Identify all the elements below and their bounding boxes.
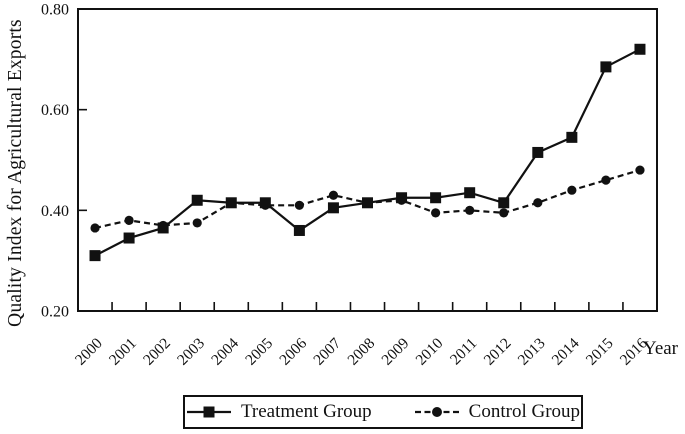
x-tick-label: 2000 (72, 335, 106, 369)
y-tick-label: 0.40 (41, 203, 69, 220)
data-point-square (89, 250, 101, 262)
data-point-square (566, 131, 578, 143)
treatment-group-line-square-icon (186, 406, 231, 418)
data-point-circle (567, 185, 577, 195)
y-tick-label: 0.60 (41, 102, 69, 119)
x-tick-label: 2001 (106, 335, 140, 369)
data-point-circle (601, 175, 611, 185)
data-point-square (123, 232, 135, 244)
data-point-square (430, 192, 442, 204)
x-tick-label: 2010 (413, 335, 447, 369)
x-tick-label: 2004 (208, 335, 242, 369)
data-point-square (225, 197, 237, 209)
data-point-square (327, 202, 339, 214)
x-tick-label: 2003 (174, 335, 208, 369)
legend-item-treatment-group: Treatment Group (186, 401, 372, 423)
data-point-square (634, 43, 646, 55)
data-point-circle (635, 165, 645, 175)
legend: Treatment Group Control Group (183, 395, 583, 429)
data-point-circle (499, 208, 509, 218)
data-point-circle (294, 200, 304, 210)
data-point-square (191, 194, 203, 206)
data-point-circle (328, 190, 339, 200)
data-point-circle (533, 198, 543, 208)
control-group-line-circle-icon (414, 407, 459, 417)
x-tick-label: 2008 (344, 335, 378, 369)
data-point-square (362, 197, 373, 209)
y-tick-label: 0.80 (41, 2, 69, 19)
data-point-square (157, 222, 169, 234)
data-point-square (396, 192, 408, 204)
data-point-square (532, 146, 544, 158)
x-tick-label: 2002 (140, 335, 174, 369)
data-point-square (600, 61, 612, 73)
y-tick-label: 0.20 (41, 304, 69, 321)
x-tick-label: 2014 (549, 335, 583, 369)
x-tick-label: 2006 (276, 335, 310, 369)
data-point-circle (192, 218, 202, 228)
data-point-square (293, 224, 305, 236)
x-tick-label: 2011 (447, 335, 481, 369)
x-tick-label: 2015 (583, 335, 617, 369)
x-tick-label: 2005 (242, 335, 276, 369)
plot-border (77, 8, 658, 312)
x-tick-label: 2007 (310, 335, 344, 369)
legend-label-treatment-group: Treatment Group (240, 401, 372, 422)
x-axis-title: Year (643, 338, 679, 359)
data-point-circle (124, 215, 134, 225)
x-tick-label: 2009 (378, 335, 412, 369)
data-point-square (498, 197, 510, 209)
x-tick-label: 2012 (481, 335, 515, 369)
data-point-circle (90, 223, 100, 233)
x-tick-label: 2013 (515, 335, 549, 369)
legend-item-control-group: Control Group (414, 401, 580, 423)
data-point-circle (465, 205, 475, 215)
data-point-square (259, 197, 271, 209)
data-point-square (464, 187, 476, 199)
legend-label-control-group: Control Group (468, 401, 581, 422)
data-point-circle (431, 208, 441, 218)
plot-drawing: 0.20 0.40 0.60 0.80 2000 2001 2002 2003 2004 2005… (41, 2, 658, 369)
